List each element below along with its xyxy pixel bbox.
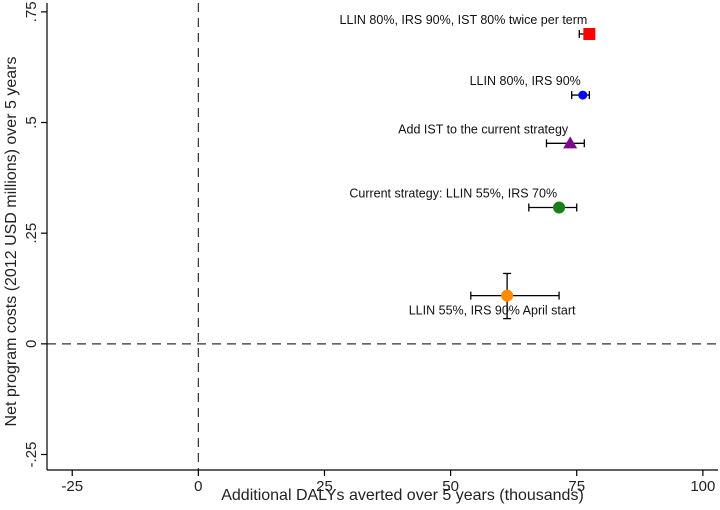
data-points: LLIN 80%, IRS 90%, IST 80% twice per ter… <box>340 13 596 320</box>
y-tick-label: .25 <box>23 223 40 244</box>
point-label: Current strategy: LLIN 55%, IRS 70% <box>349 187 557 201</box>
x-tick-label: 25 <box>316 478 333 495</box>
point-marker-circle <box>578 90 588 100</box>
axes <box>41 3 718 476</box>
point-label: LLIN 55%, IRS 90% April start <box>409 304 576 318</box>
x-tick-label: 0 <box>194 478 202 495</box>
point-label: Add IST to the current strategy <box>398 122 569 136</box>
x-tick-label: 100 <box>690 478 715 495</box>
data-point-group: LLIN 55%, IRS 90% April start <box>409 272 576 320</box>
point-label: LLIN 80%, IRS 90% <box>470 74 581 88</box>
x-axis-title: Additional DALYs averted over 5 years (t… <box>221 487 584 504</box>
point-label: LLIN 80%, IRS 90%, IST 80% twice per ter… <box>340 13 588 27</box>
y-tick-label: .5 <box>23 116 40 129</box>
y-tick-label: .75 <box>23 1 40 22</box>
point-marker-circle <box>501 289 514 302</box>
x-tick-label: -25 <box>61 478 83 495</box>
point-marker-triangle <box>563 136 578 149</box>
x-tick-label: 75 <box>568 478 585 495</box>
data-point-group: LLIN 80%, IRS 90%, IST 80% twice per ter… <box>340 13 596 40</box>
y-tick-label: 0 <box>23 340 40 348</box>
x-tick-label: 50 <box>442 478 459 495</box>
data-point-group: Current strategy: LLIN 55%, IRS 70% <box>349 187 578 214</box>
y-tick-label: -.25 <box>23 442 40 468</box>
point-marker-square <box>583 27 596 40</box>
reference-lines <box>47 3 718 470</box>
data-point-group: LLIN 80%, IRS 90% <box>470 74 590 100</box>
tick-labels: -25 0 25 50 75 100 -.25 0 .25 .5 .75 <box>23 1 715 495</box>
point-marker-circle <box>553 201 566 214</box>
data-point-group: Add IST to the current strategy <box>398 122 585 149</box>
y-axis-title: Net program costs (2012 USD millions) ov… <box>3 57 20 427</box>
